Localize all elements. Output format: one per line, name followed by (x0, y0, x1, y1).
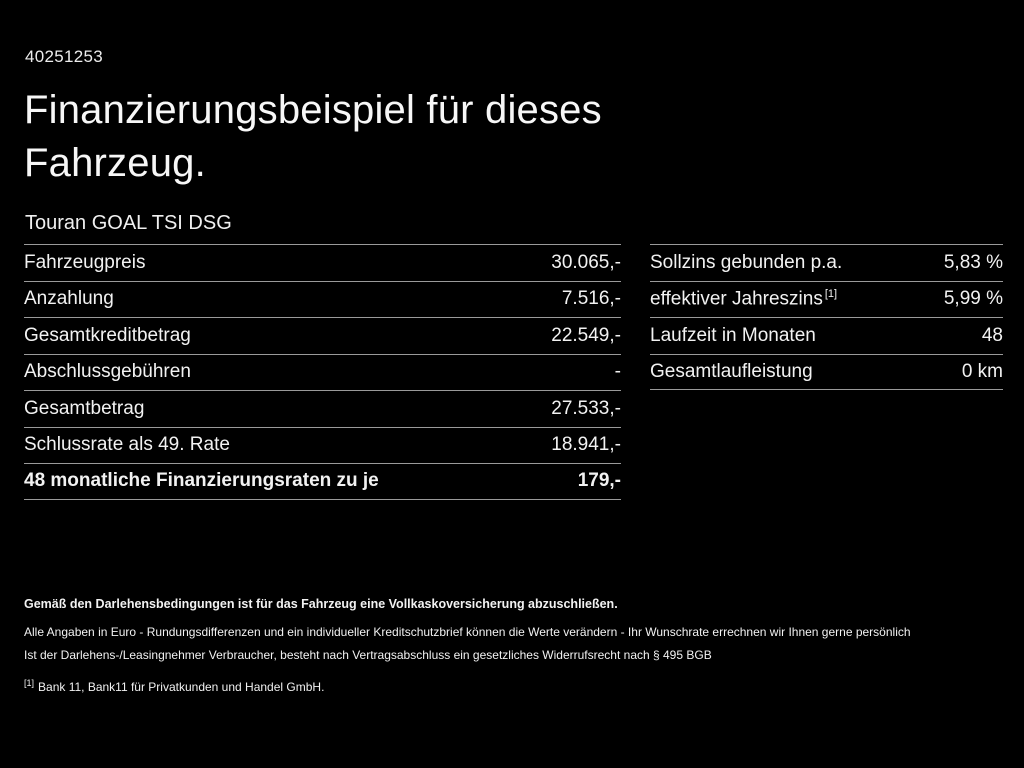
row-label-text: effektiver Jahreszins (650, 288, 823, 310)
row-label: Gesamtkreditbetrag (24, 324, 191, 346)
table-row-abschlussgebuehren: Abschlussgebühren - (24, 353, 621, 391)
row-label: 48 monatliche Finanzierungsraten zu je (24, 470, 379, 492)
row-value: - (614, 361, 621, 383)
table-row-sollzins: Sollzins gebunden p.a. 5,83 % (650, 244, 1003, 281)
row-label: Sollzins gebunden p.a. (650, 251, 843, 273)
row-label: Schlussrate als 49. Rate (24, 434, 230, 456)
table-row-gesamtbetrag: Gesamtbetrag 27.533,- (24, 390, 621, 427)
page-title-line2: Fahrzeug. (24, 141, 206, 185)
row-value: 0 km (961, 360, 1003, 382)
table-row-fahrzeugpreis: Fahrzeugpreis 30.065,- (24, 244, 621, 281)
footnote: [1] Bank 11, Bank11 für Privatkunden und … (24, 676, 992, 695)
row-value: 179,- (577, 470, 621, 492)
table-row-effektiver-jahreszins: effektiver Jahreszins [1] 5,99 % (650, 280, 1003, 318)
footnote-marker: [1] (24, 678, 35, 688)
table-row-gesamtlaufleistung: Gesamtlaufleistung 0 km (650, 353, 1003, 390)
financing-table-left: Fahrzeugpreis 30.065,- Anzahlung 7.516,-… (24, 244, 621, 500)
table-row-anzahlung: Anzahlung 7.516,- (24, 280, 621, 318)
insurance-requirement-note: Gemäß den Darlehensbedingungen ist für d… (24, 597, 618, 611)
disclaimer-line-1: Alle Angaben in Euro - Rundungsdifferenz… (24, 625, 911, 639)
disclaimer-line-2: Ist der Darlehens-/Leasingnehmer Verbrau… (24, 648, 712, 662)
legal-footer: Gemäß den Darlehensbedingungen ist für d… (24, 597, 992, 695)
row-value: 5,99 % (943, 288, 1003, 310)
table-row-monatsrate: 48 monatliche Finanzierungsraten zu je 1… (24, 463, 621, 500)
row-value: 5,83 % (943, 251, 1003, 273)
row-label: Abschlussgebühren (24, 361, 191, 383)
page-title: Finanzierungsbeispiel für dieses Fahrzeu… (24, 84, 602, 190)
financing-table-right: Sollzins gebunden p.a. 5,83 % effektiver… (650, 244, 1003, 390)
row-label: Fahrzeugpreis (24, 251, 146, 273)
footnote-ref: [1] (824, 288, 838, 301)
row-value: 22.549,- (551, 324, 621, 346)
document-id: 40251253 (25, 47, 104, 66)
row-label: Gesamtbetrag (24, 397, 145, 419)
table-row-laufzeit: Laufzeit in Monaten 48 (650, 317, 1003, 354)
row-label: Laufzeit in Monaten (650, 324, 816, 346)
table-row-schlussrate: Schlussrate als 49. Rate 18.941,- (24, 426, 621, 464)
vehicle-model: Touran GOAL TSI DSG (25, 212, 232, 234)
row-label: effektiver Jahreszins [1] (650, 288, 837, 310)
row-value: 30.065,- (551, 251, 621, 273)
row-value: 18.941,- (551, 434, 621, 456)
row-label: Anzahlung (24, 288, 114, 310)
table-row-gesamtkreditbetrag: Gesamtkreditbetrag 22.549,- (24, 317, 621, 354)
row-value: 27.533,- (551, 397, 621, 419)
footnote-text: Bank 11, Bank11 für Privatkunden und Han… (38, 680, 325, 694)
row-value: 7.516,- (561, 288, 621, 310)
row-label: Gesamtlaufleistung (650, 360, 813, 382)
row-value: 48 (981, 324, 1003, 346)
page-title-line1: Finanzierungsbeispiel für dieses (24, 88, 602, 132)
